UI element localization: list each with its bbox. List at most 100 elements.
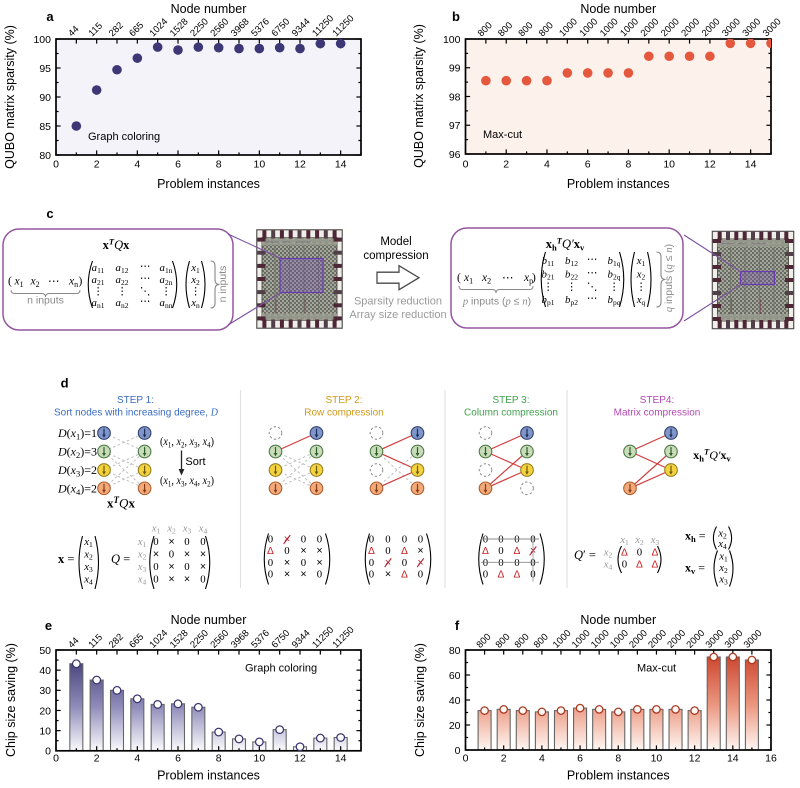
- svg-text:Graph coloring: Graph coloring: [245, 663, 317, 675]
- svg-text:6: 6: [175, 753, 181, 765]
- svg-text:⋮: ⋮: [93, 287, 103, 298]
- svg-text:0: 0: [483, 557, 488, 569]
- svg-text:⋯: ⋯: [140, 262, 150, 273]
- svg-text:0: 0: [463, 753, 469, 765]
- svg-text:b1q: b1q: [608, 255, 621, 268]
- svg-text:0: 0: [498, 534, 503, 546]
- svg-text:0: 0: [153, 574, 158, 586]
- svg-text:Δ: Δ: [267, 546, 274, 557]
- svg-text:98: 98: [449, 91, 461, 103]
- svg-text:Δ: Δ: [514, 570, 521, 581]
- svg-text:D(x4)=2: D(x4)=2: [57, 482, 97, 498]
- svg-text:x2: x2: [717, 528, 727, 541]
- svg-text:Max-cut: Max-cut: [483, 129, 522, 141]
- svg-text:Sort nodes with increasing deg: Sort nodes with increasing degree, D: [54, 408, 219, 419]
- svg-text:8: 8: [216, 753, 222, 765]
- svg-text:100: 100: [33, 34, 51, 46]
- svg-text:×: ×: [200, 549, 206, 561]
- svg-text:b22: b22: [565, 269, 578, 282]
- svg-text:x2: x2: [634, 534, 644, 547]
- svg-text:b12: b12: [565, 255, 578, 268]
- svg-text:a2n: a2n: [160, 274, 173, 287]
- svg-text:6: 6: [577, 753, 583, 765]
- svg-text:0: 0: [385, 545, 390, 557]
- svg-text:f: f: [455, 618, 460, 633]
- svg-text:xhTQ′xv: xhTQ′xv: [546, 236, 585, 253]
- svg-text:0: 0: [268, 557, 273, 569]
- svg-text:x1: x1: [151, 523, 161, 536]
- svg-text:Node number: Node number: [171, 613, 247, 627]
- svg-text:4: 4: [134, 753, 140, 765]
- svg-text:90: 90: [39, 92, 51, 104]
- svg-text:(x1​x2​⋯xn​): (x1​x2​⋯xn​): [8, 276, 83, 289]
- svg-text:0: 0: [284, 545, 289, 557]
- svg-text:0: 0: [402, 557, 407, 569]
- svg-text:0: 0: [514, 557, 519, 569]
- svg-text:×: ×: [168, 561, 174, 573]
- svg-text:×: ×: [316, 557, 322, 569]
- svg-text:Δ: Δ: [401, 570, 408, 581]
- svg-text:xn: xn: [190, 297, 200, 310]
- svg-text:Chip size saving (%): Chip size saving (%): [4, 643, 18, 757]
- svg-text:6: 6: [585, 159, 591, 171]
- svg-text:14: 14: [745, 159, 757, 171]
- svg-text:10: 10: [663, 159, 675, 171]
- svg-text:(x1​x2​⋯xp​): (x1​x2​⋯xp​): [457, 272, 536, 285]
- svg-text:20: 20: [39, 705, 51, 717]
- svg-text:97: 97: [449, 120, 461, 132]
- svg-text:x2: x2: [603, 547, 613, 560]
- svg-text:Sparsity reduction: Sparsity reduction: [354, 296, 442, 308]
- svg-text:STEP 2:: STEP 2:: [325, 395, 362, 406]
- svg-text:x1: x1: [83, 536, 93, 549]
- svg-text:×: ×: [300, 545, 306, 557]
- svg-text:80: 80: [39, 150, 51, 162]
- svg-text:12: 12: [294, 159, 306, 171]
- svg-text:0: 0: [184, 561, 189, 573]
- svg-text:×: ×: [168, 536, 174, 548]
- svg-text:×: ×: [300, 569, 306, 581]
- svg-text:c: c: [46, 206, 53, 221]
- svg-text:xTQx: xTQx: [107, 495, 135, 511]
- svg-text:x3: x3: [137, 561, 147, 574]
- svg-text:D(x3)=2: D(x3)=2: [57, 463, 97, 479]
- svg-text:xh =: xh =: [685, 529, 706, 545]
- svg-text:0: 0: [385, 534, 390, 546]
- svg-text:x2: x2: [636, 269, 646, 282]
- svg-text:ann: ann: [160, 297, 173, 310]
- svg-text:10: 10: [651, 753, 663, 765]
- svg-text:2: 2: [503, 159, 509, 171]
- svg-text:96: 96: [449, 149, 461, 161]
- svg-text:0: 0: [498, 557, 503, 569]
- svg-text:a: a: [46, 9, 54, 24]
- svg-text:x1: x1: [190, 262, 200, 275]
- svg-text:n inputs: n inputs: [27, 295, 64, 307]
- svg-text:⋯: ⋯: [587, 255, 597, 266]
- svg-text:14: 14: [335, 753, 347, 765]
- svg-text:(x1, x3, x4, x2): (x1, x3, x4, x2): [160, 475, 214, 488]
- svg-text:0: 0: [317, 569, 322, 581]
- svg-text:10: 10: [253, 753, 265, 765]
- svg-text:⋮: ⋮: [117, 287, 127, 298]
- svg-text:8: 8: [216, 159, 222, 171]
- svg-text:60: 60: [449, 670, 461, 682]
- svg-text:0: 0: [514, 534, 519, 546]
- svg-text:⋯: ⋯: [140, 297, 150, 308]
- svg-text:e: e: [45, 618, 52, 633]
- svg-text:Problem instances: Problem instances: [157, 769, 260, 783]
- svg-text:16: 16: [765, 753, 777, 765]
- svg-text:0: 0: [402, 534, 407, 546]
- svg-text:x4: x4: [137, 574, 147, 587]
- svg-text:0: 0: [483, 534, 488, 546]
- svg-text:Δ: Δ: [652, 548, 659, 559]
- svg-text:compression: compression: [363, 250, 428, 262]
- svg-text:Node number: Node number: [580, 2, 656, 16]
- svg-text:b2q: b2q: [608, 269, 621, 282]
- svg-text:×: ×: [284, 557, 290, 569]
- svg-text:xTQx: xTQx: [103, 237, 130, 253]
- svg-text:x4: x4: [198, 523, 208, 536]
- svg-text:Δ: Δ: [368, 546, 375, 557]
- svg-text:8: 8: [615, 753, 621, 765]
- svg-text:0: 0: [418, 534, 423, 546]
- svg-text:×: ×: [385, 569, 391, 581]
- svg-text:STEP4:: STEP4:: [640, 395, 674, 406]
